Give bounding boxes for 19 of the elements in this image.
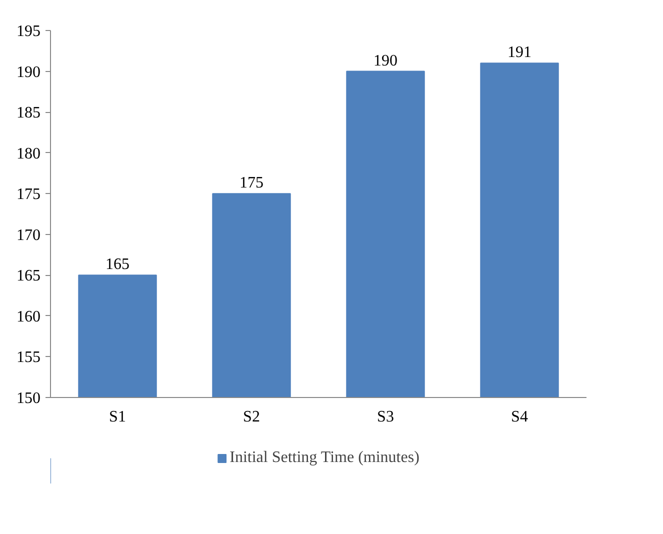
y-tick-label: 150 xyxy=(16,390,40,407)
y-tick-label: 160 xyxy=(16,308,40,326)
y-tick-label: 185 xyxy=(16,104,40,122)
y-tick-label: 195 xyxy=(16,23,40,40)
y-tick-label: 155 xyxy=(16,349,40,366)
y-tick-label: 175 xyxy=(16,186,40,204)
data-label: 191 xyxy=(508,44,532,62)
y-tick-label: 190 xyxy=(16,64,40,81)
x-tick-label: S2 xyxy=(243,408,260,426)
y-tick-label: 180 xyxy=(16,145,40,162)
x-tick-label: S3 xyxy=(377,408,394,426)
legend-label: Initial Setting Time (minutes) xyxy=(230,449,420,467)
data-label: 190 xyxy=(374,52,398,70)
y-tick-label: 165 xyxy=(16,268,40,285)
x-tick-label: S4 xyxy=(511,408,528,426)
data-label: 165 xyxy=(106,256,130,274)
x-tick-label: S1 xyxy=(109,408,126,426)
data-label: 175 xyxy=(240,174,264,192)
y-tick-label: 170 xyxy=(16,226,40,244)
